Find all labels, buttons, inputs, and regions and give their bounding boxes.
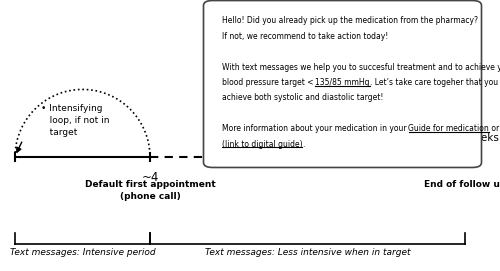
Text: ~4: ~4	[142, 171, 158, 184]
Polygon shape	[208, 137, 228, 163]
Text: blood pressure target <: blood pressure target <	[222, 78, 316, 87]
Text: achieve both systolic and diastolic target!: achieve both systolic and diastolic targ…	[222, 93, 383, 102]
Text: With text messages we help you to succesful treatment and to achieve your: With text messages we help you to succes…	[222, 63, 500, 72]
Text: (link to digital guide): (link to digital guide)	[222, 140, 302, 149]
Text: 135/85 mmHg: 135/85 mmHg	[316, 78, 370, 87]
Text: Guide for medication: Guide for medication	[408, 124, 489, 133]
Text: End of follow up: End of follow up	[424, 180, 500, 189]
Text: • Intensifying
   loop, if not in
   target: • Intensifying loop, if not in target	[41, 104, 110, 137]
Text: Default first appointment
(phone call): Default first appointment (phone call)	[84, 180, 216, 201]
Text: When in target: When in target	[251, 124, 324, 134]
Text: . Let’s take care togeher that you: . Let’s take care togeher that you	[370, 78, 498, 87]
Text: weeks: weeks	[466, 133, 499, 143]
Text: .: .	[302, 140, 304, 149]
Text: 52: 52	[443, 131, 462, 146]
Text: Text messages: Less intensive when in target: Text messages: Less intensive when in ta…	[205, 248, 410, 257]
Text: More information about your medication in your: More information about your medication i…	[222, 124, 408, 133]
FancyBboxPatch shape	[204, 1, 482, 167]
Polygon shape	[209, 161, 226, 164]
Text: or: or	[489, 124, 500, 133]
Text: Hello! Did you already pick up the medication from the pharmacy?: Hello! Did you already pick up the medic…	[222, 16, 478, 25]
Text: If not, we recommend to take action today!: If not, we recommend to take action toda…	[222, 32, 388, 41]
Text: Text messages: Intensive period: Text messages: Intensive period	[10, 248, 156, 257]
